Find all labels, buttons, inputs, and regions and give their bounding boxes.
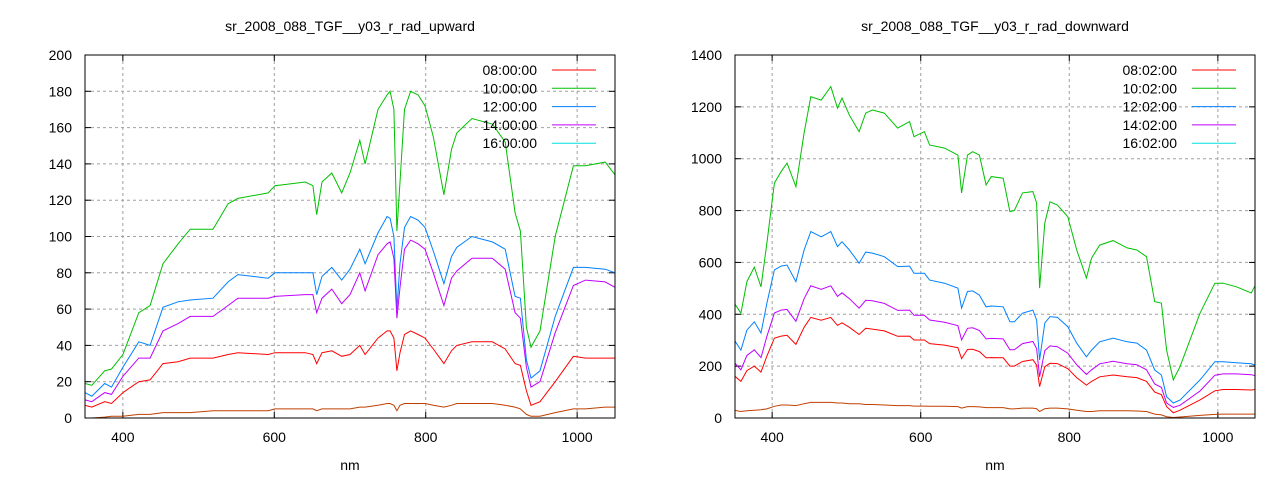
y-tick-label: 100 — [49, 229, 73, 245]
legend-label: 16:02:00 — [1123, 135, 1178, 151]
y-tick-label: 140 — [49, 156, 73, 172]
legend-label: 10:02:00 — [1123, 80, 1178, 96]
legend-label: 14:02:00 — [1123, 117, 1178, 133]
y-tick-label: 40 — [56, 337, 72, 353]
y-tick-label: 200 — [699, 358, 723, 374]
plot-frame — [734, 54, 1256, 419]
legend-label: 08:02:00 — [1123, 62, 1178, 78]
y-tick-label: 600 — [699, 254, 723, 270]
legend-label: 12:02:00 — [1123, 99, 1178, 115]
chart-title: sr_2008_088_TGF__y03_r_rad_upward — [225, 18, 475, 34]
legend-label: 16:00:00 — [483, 135, 538, 151]
series-line-080200 — [735, 316, 1255, 414]
y-tick-label: 180 — [49, 83, 73, 99]
chart-title: sr_2008_088_TGF__y03_r_rad_downward — [861, 18, 1129, 34]
x-axis-label: nm — [985, 457, 1004, 473]
series-line-080000 — [85, 330, 615, 408]
x-tick-label: 1000 — [562, 429, 593, 445]
y-tick-label: 400 — [699, 306, 723, 322]
y-tick-label: 20 — [56, 374, 72, 390]
y-tick-label: 0 — [714, 410, 722, 426]
y-tick-label: 160 — [49, 120, 73, 136]
legend-label: 10:00:00 — [483, 80, 538, 96]
legend-label: 12:00:00 — [483, 99, 538, 115]
x-tick-label: 400 — [760, 429, 784, 445]
series-line-100000 — [85, 90, 615, 386]
x-axis-label: nm — [340, 457, 359, 473]
series-line-120200 — [735, 230, 1255, 404]
upward-radiance-chart: 400 600 800 1000 0 20 40 60 80 100 120 140 160 180 200… — [49, 18, 616, 473]
x-tick-label: 800 — [1058, 429, 1082, 445]
y-tick-label: 800 — [699, 203, 723, 219]
series-line-140000 — [85, 239, 615, 403]
y-tick-label: 0 — [64, 410, 72, 426]
series-line-100200 — [735, 85, 1255, 382]
legend-label: 14:00:00 — [483, 117, 538, 133]
x-tick-label: 800 — [414, 429, 438, 445]
x-tick-label: 400 — [111, 429, 135, 445]
x-tick-label: 1000 — [1202, 429, 1233, 445]
downward-radiance-chart: 400 600 800 1000 0 200 400 600 800 1000 1200 1400 08… — [691, 18, 1256, 473]
series-line-160000 — [85, 403, 615, 418]
y-tick-label: 120 — [49, 192, 73, 208]
series-line-160200 — [735, 401, 1255, 418]
x-tick-label: 600 — [909, 429, 933, 445]
series-line-140200 — [735, 285, 1255, 408]
plot-frame — [84, 54, 616, 419]
y-tick-label: 60 — [56, 301, 72, 317]
y-tick-label: 1000 — [691, 151, 722, 167]
legend-label: 08:00:00 — [483, 62, 538, 78]
x-tick-label: 600 — [263, 429, 287, 445]
y-tick-label: 1200 — [691, 99, 722, 115]
series-line-120000 — [85, 215, 615, 397]
y-tick-label: 80 — [56, 265, 72, 281]
y-tick-label: 1400 — [691, 47, 722, 63]
y-tick-label: 200 — [49, 47, 73, 63]
